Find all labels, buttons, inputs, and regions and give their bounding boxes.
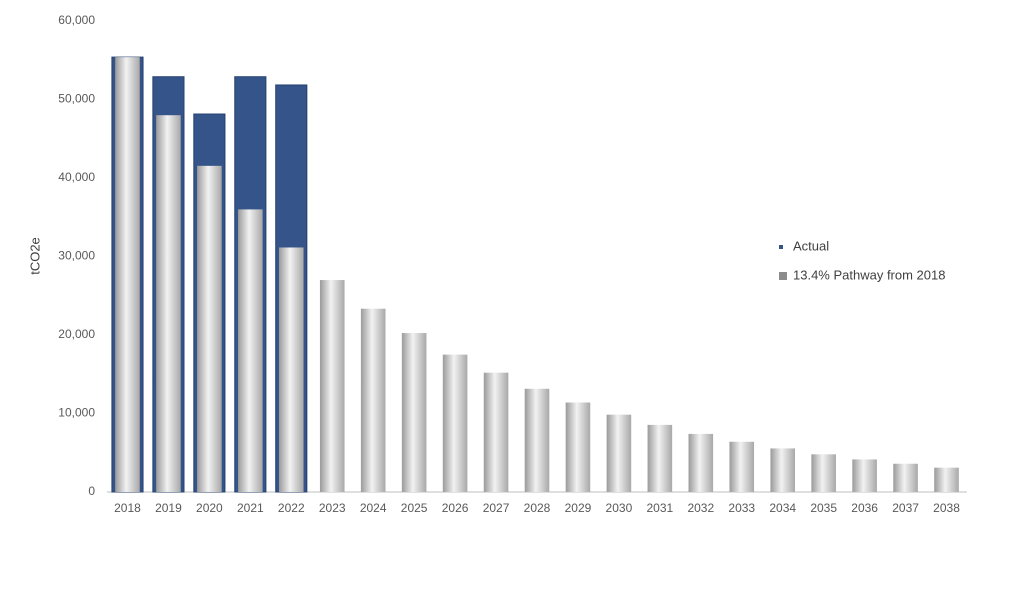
x-tick-label: 2019	[155, 501, 182, 515]
legend-marker	[779, 245, 783, 249]
bar	[197, 165, 222, 492]
bar	[156, 115, 181, 492]
y-tick-label: 50,000	[58, 92, 95, 106]
legend-marker	[779, 272, 787, 280]
bar	[811, 454, 836, 492]
y-axis-title: tCO2e	[27, 237, 42, 275]
x-tick-label: 2022	[278, 501, 305, 515]
x-tick-label: 2025	[401, 501, 428, 515]
y-tick-label: 10,000	[58, 406, 95, 420]
x-tick-label: 2033	[728, 501, 755, 515]
bar	[770, 448, 795, 492]
bar	[442, 354, 468, 492]
x-tick-label: 2021	[237, 501, 264, 515]
x-tick-label: 2026	[442, 501, 469, 515]
bar	[565, 402, 591, 492]
x-tick-label: 2018	[114, 501, 141, 515]
y-tick-label: 30,000	[58, 249, 95, 263]
x-tick-label: 2037	[892, 501, 919, 515]
bar	[279, 247, 304, 492]
bar	[852, 459, 877, 492]
x-tick-label: 2030	[606, 501, 633, 515]
x-tick-label: 2029	[565, 501, 592, 515]
bar	[115, 57, 140, 493]
x-tick-label: 2034	[769, 501, 796, 515]
x-tick-label: 2024	[360, 501, 387, 515]
x-tick-label: 2020	[196, 501, 223, 515]
bar	[606, 414, 632, 492]
bar	[688, 433, 714, 492]
x-tick-label: 2031	[647, 501, 674, 515]
bar	[483, 372, 509, 492]
bar	[401, 333, 427, 492]
bar	[647, 424, 673, 492]
bar	[238, 209, 263, 492]
bar	[319, 280, 345, 492]
legend-label: 13.4% Pathway from 2018	[793, 267, 945, 282]
x-tick-label: 2032	[687, 501, 714, 515]
y-tick-label: 60,000	[58, 13, 95, 27]
x-tick-label: 2023	[319, 501, 346, 515]
bar	[934, 467, 959, 492]
bar	[893, 463, 918, 492]
x-tick-label: 2038	[933, 501, 960, 515]
bar	[729, 441, 755, 492]
legend-label: Actual	[793, 238, 829, 253]
x-tick-label: 2028	[524, 501, 551, 515]
y-tick-label: 0	[88, 484, 95, 498]
x-tick-label: 2027	[483, 501, 510, 515]
y-tick-label: 20,000	[58, 327, 95, 341]
y-tick-label: 40,000	[58, 170, 95, 184]
bar	[360, 308, 386, 492]
bar	[524, 388, 550, 492]
x-tick-label: 2035	[810, 501, 837, 515]
x-tick-label: 2036	[851, 501, 878, 515]
